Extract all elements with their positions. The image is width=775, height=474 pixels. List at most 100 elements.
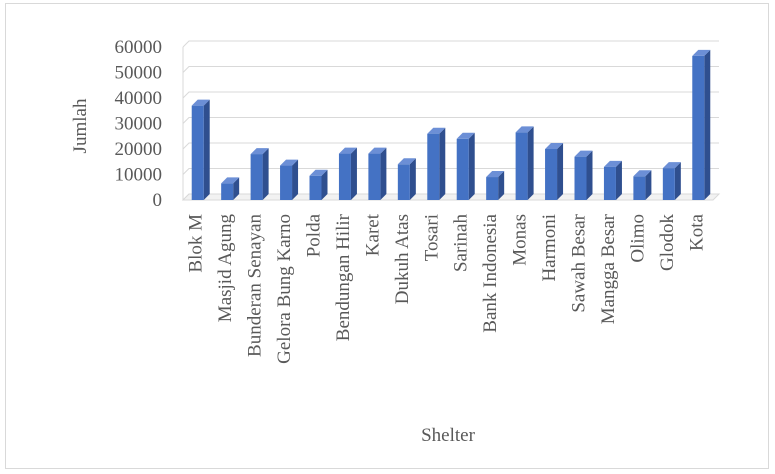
bar-front <box>397 164 410 200</box>
x-tick-label: Bendungan Hilir <box>333 213 354 341</box>
bar-side <box>527 126 534 200</box>
bar-side <box>615 160 622 200</box>
bar-top <box>427 127 446 134</box>
bar-side <box>557 143 564 200</box>
bar-top <box>250 148 269 155</box>
y-tick-label: 50000 <box>115 63 163 84</box>
gridline <box>182 142 719 150</box>
x-tick-label: Karet <box>362 213 383 256</box>
gridline <box>182 66 719 73</box>
bar-top <box>692 49 711 56</box>
bar-front <box>338 153 351 200</box>
x-tick-label: Mangga Besar <box>598 213 619 324</box>
bar-top <box>456 132 475 139</box>
bar-front <box>221 183 234 200</box>
y-tick-label: 20000 <box>115 139 163 160</box>
x-axis-tick-labels: Blok M Masjid Agung Bunderan Senayan Gelora… <box>186 213 708 364</box>
y-axis-title: Jumlah <box>70 98 91 153</box>
bar <box>574 150 593 200</box>
x-tick-label: Bank Indonesia <box>480 213 501 332</box>
bar-top <box>603 160 622 167</box>
bar-top <box>280 159 299 166</box>
bar <box>633 170 652 200</box>
bar <box>280 159 299 200</box>
bar-front <box>603 166 616 200</box>
bar <box>545 143 564 200</box>
bars <box>191 49 711 200</box>
bar-side <box>498 171 505 200</box>
x-tick-label: Bunderan Senayan <box>245 214 266 357</box>
bar-front <box>191 105 204 200</box>
bar-front <box>633 176 646 200</box>
bar <box>338 147 357 200</box>
bar <box>515 126 534 200</box>
bar <box>427 127 446 200</box>
x-tick-label: Kota <box>686 213 707 251</box>
bar-front <box>280 165 293 200</box>
bar-top <box>662 162 681 169</box>
bar-side <box>350 147 357 200</box>
bar-side <box>233 177 240 200</box>
bar <box>221 177 240 200</box>
bar-side <box>262 148 269 200</box>
gridline <box>182 91 719 99</box>
x-tick-label: Blok M <box>186 214 207 273</box>
bar-top <box>397 158 416 165</box>
x-tick-label: Sarinah <box>451 214 472 273</box>
bar-top <box>368 147 387 154</box>
bar-front <box>692 55 705 200</box>
x-tick-label: Gelora Bung Karno <box>274 214 295 364</box>
bar-side <box>704 49 711 200</box>
x-tick-label: Harmoni <box>539 214 560 282</box>
x-tick-label: Olimo <box>627 214 648 263</box>
bar-top <box>191 99 210 106</box>
bar-front <box>545 149 558 200</box>
bar <box>456 132 475 200</box>
bar-front <box>486 177 499 200</box>
x-tick-label: Monas <box>510 214 531 266</box>
bar-front <box>515 132 528 200</box>
x-axis-title: Shelter <box>421 425 475 446</box>
bar-front <box>574 156 587 200</box>
bar <box>662 162 681 200</box>
bar <box>368 147 387 200</box>
y-tick-label: 0 <box>153 190 163 211</box>
bar-front <box>662 168 675 200</box>
bar-top <box>221 177 240 184</box>
gridline <box>182 117 719 124</box>
bar-front <box>250 154 263 200</box>
bar <box>250 148 269 200</box>
y-tick-label: 10000 <box>115 165 163 186</box>
bar-side <box>292 159 299 200</box>
x-tick-label: Masjid Agung <box>215 214 236 323</box>
bar-top <box>515 126 534 133</box>
bar-front <box>427 133 440 200</box>
bar-side <box>645 170 652 200</box>
bar-side <box>674 162 681 200</box>
bar <box>486 171 505 200</box>
x-tick-label: Tosari <box>421 214 442 261</box>
bar-top <box>309 169 328 176</box>
bar-side <box>586 150 593 200</box>
bar-top <box>486 171 505 178</box>
bar-side <box>409 158 416 200</box>
x-tick-label: Dukuh Atas <box>392 214 413 304</box>
chart-frame <box>5 3 769 469</box>
bar-top <box>338 147 357 154</box>
bar <box>191 99 210 200</box>
bar-front <box>309 175 322 200</box>
y-axis-tick-labels: 0 10000 20000 30000 40000 50000 60000 <box>115 37 163 211</box>
bar <box>309 169 328 200</box>
y-tick-label: 40000 <box>115 88 163 109</box>
bar-side <box>380 147 387 200</box>
bar <box>397 158 416 200</box>
bar-side <box>321 169 328 200</box>
bar <box>692 49 711 200</box>
x-tick-label: Glodok <box>657 214 678 272</box>
x-tick-label: Sawah Besar <box>569 213 590 312</box>
bar-front <box>368 153 381 200</box>
gridline <box>182 168 719 175</box>
bar-side <box>468 132 475 200</box>
bar-front <box>456 138 469 200</box>
